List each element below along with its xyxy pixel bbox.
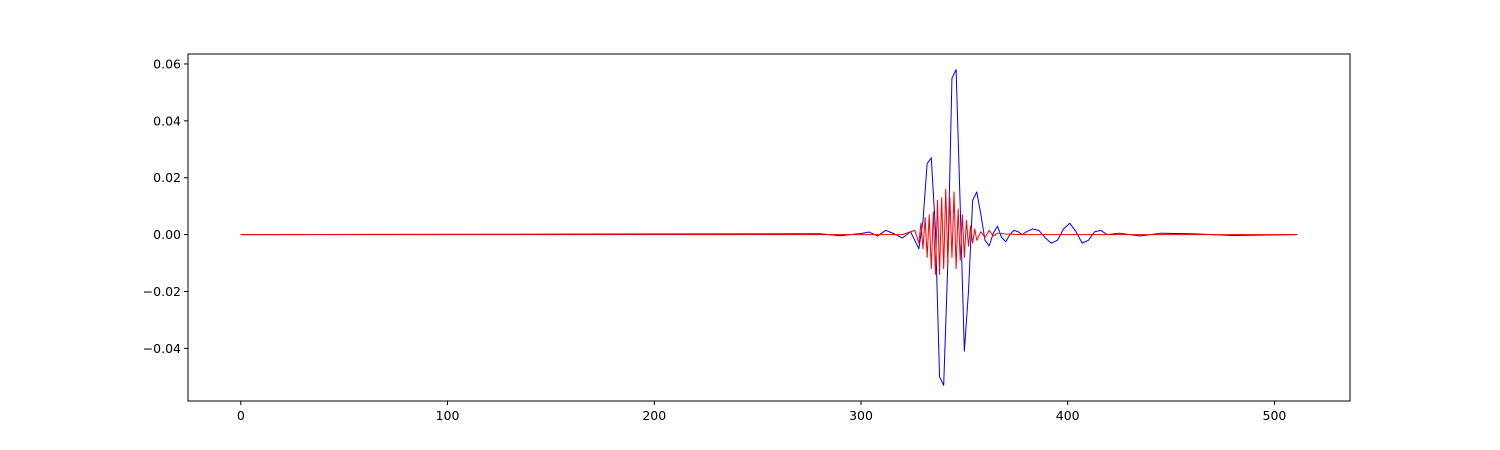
y-tick-label: 0.00	[153, 227, 181, 242]
axes-frame	[187, 53, 1351, 402]
x-tick-label: 0	[237, 408, 245, 423]
series-line-1	[240, 69, 1298, 386]
y-axis: −0.04 −0.02 0.00 0.02 0.04 0.06	[143, 56, 188, 356]
y-tick-label: −0.04	[143, 341, 181, 356]
x-tick-label: 300	[849, 408, 873, 423]
y-tick-label: 0.02	[153, 170, 181, 185]
y-tick-label: −0.02	[143, 284, 181, 299]
x-axis: 0 100 200 300 400 500	[237, 401, 1287, 423]
x-tick-label: 100	[436, 408, 460, 423]
y-tick-label: 0.04	[153, 113, 181, 128]
x-tick-label: 500	[1263, 408, 1287, 423]
plot-area	[240, 69, 1298, 386]
x-tick-label: 400	[1056, 408, 1080, 423]
series-layer	[240, 69, 1298, 386]
series-line-2	[240, 188, 1298, 275]
x-tick-label: 200	[642, 408, 666, 423]
y-tick-label: 0.06	[153, 56, 181, 71]
